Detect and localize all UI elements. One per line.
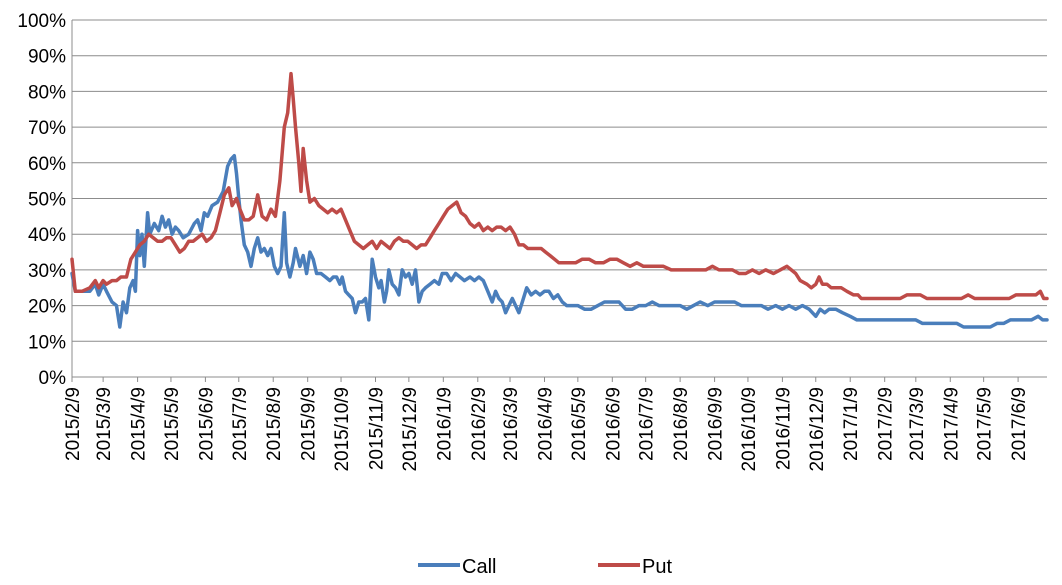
y-tick-label: 40% [28, 225, 66, 246]
x-tick-label: 2016/7/9 [637, 387, 658, 461]
x-tick-label: 2016/1/9 [434, 387, 455, 461]
legend: Call Put [418, 556, 672, 578]
series-line-call [70, 153, 1049, 329]
x-tick-label: 2016/6/9 [603, 387, 624, 461]
legend-label-put: Put [642, 556, 672, 578]
x-tick-label: 2015/11/9 [367, 387, 388, 470]
x-tick-label: 2016/12/9 [807, 387, 828, 472]
x-tick-label: 2016/10/9 [739, 387, 760, 472]
x-axis: 2015/2/9 2015/3/9 2015/4/9 2015/5/9 2015/6/9… [63, 376, 1047, 472]
series-line-put [70, 71, 1049, 301]
x-tick-label: 2016/2/9 [469, 387, 490, 461]
x-tick-label: 2016/8/9 [671, 387, 692, 461]
x-tick-label: 2015/5/9 [162, 387, 183, 461]
x-tick-label: 2015/7/9 [230, 387, 251, 461]
x-tick-label: 2016/5/9 [569, 387, 590, 461]
x-tick-label: 2017/4/9 [941, 387, 962, 461]
y-tick-label: 100% [17, 11, 66, 32]
legend-label-call: Call [462, 556, 496, 578]
x-tick-label: 2016/11/9 [773, 387, 794, 470]
x-tick-label: 2016/4/9 [535, 387, 556, 461]
y-tick-label: 30% [28, 261, 66, 282]
x-tick-label: 2015/4/9 [129, 387, 150, 461]
y-axis: 0% 10% 20% 30% 40% 50% 60% 70% 80% 90% 100% [17, 11, 73, 389]
x-tick-label: 2016/9/9 [706, 387, 727, 461]
y-tick-label: 20% [28, 297, 66, 318]
y-tick-label: 80% [28, 82, 66, 103]
x-tick-label: 2015/10/9 [332, 387, 353, 472]
y-tick-label: 10% [28, 332, 66, 353]
series-lines [70, 71, 1049, 329]
x-tick-label: 2016/3/9 [501, 387, 522, 461]
x-tick-label: 2017/6/9 [1009, 387, 1030, 461]
x-tick-label: 2015/3/9 [94, 387, 115, 461]
x-tick-label: 2017/2/9 [876, 387, 897, 461]
x-tick-label: 2017/3/9 [907, 387, 928, 461]
x-tick-label: 2015/9/9 [299, 387, 320, 461]
x-tick-label: 2015/6/9 [196, 387, 217, 461]
y-tick-label: 60% [28, 154, 66, 175]
gridlines [72, 19, 1047, 342]
y-tick-label: 0% [39, 368, 67, 389]
x-tick-label: 2017/1/9 [841, 387, 862, 461]
x-tick-label: 2015/2/9 [63, 387, 84, 461]
y-tick-label: 50% [28, 190, 66, 211]
x-tick-label: 2015/12/9 [400, 387, 421, 472]
x-tick-label: 2015/8/9 [264, 387, 285, 461]
x-tick-label: 2017/5/9 [975, 387, 996, 461]
y-tick-label: 70% [28, 118, 66, 139]
y-tick-label: 90% [28, 47, 66, 68]
